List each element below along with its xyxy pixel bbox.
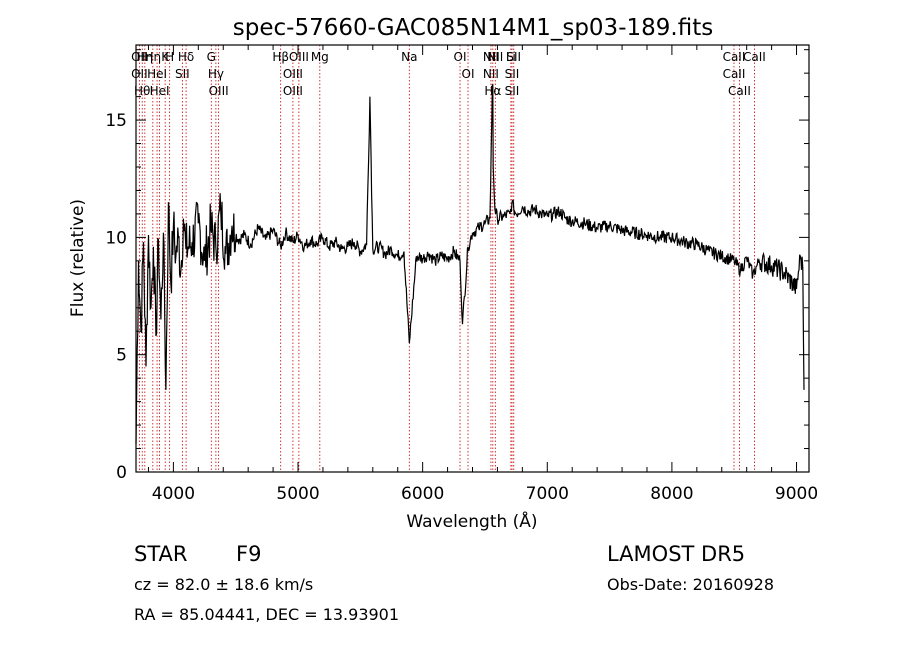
line-marker-label: K	[161, 50, 170, 64]
line-marker-label: Hη	[145, 50, 162, 64]
line-marker-label: OII	[131, 67, 148, 81]
x-tick-label: 8000	[650, 484, 693, 504]
line-marker-label: G	[207, 50, 216, 64]
line-marker-label: SII	[505, 67, 520, 81]
line-marker-label: OI	[454, 50, 467, 64]
y-tick-label: 5	[116, 346, 127, 366]
redshift-cz: cz = 82.0 ± 18.6 km/s	[134, 575, 313, 594]
x-tick-label: 9000	[775, 484, 818, 504]
line-marker-label: OI	[462, 67, 475, 81]
line-marker-label: CaII	[728, 84, 751, 98]
x-axis: 4000 5000 6000 7000 8000 9000	[147, 45, 818, 504]
x-tick-label: 7000	[526, 484, 569, 504]
line-marker-label: Hδ	[178, 50, 194, 64]
line-marker-label: NII	[487, 50, 503, 64]
line-marker-label: Mg	[311, 50, 329, 64]
line-marker-label: Hγ	[208, 67, 224, 81]
line-marker-label: HeI	[150, 84, 170, 98]
line-marker-label: Li	[506, 50, 516, 64]
object-type: STAR	[134, 542, 187, 566]
coordinates: RA = 85.04441, DEC = 13.93901	[134, 605, 399, 624]
y-tick-label: 15	[105, 111, 127, 131]
line-marker-label: Hη	[137, 50, 154, 64]
line-marker-label: SII	[506, 50, 521, 64]
line-marker-label: CaII	[723, 50, 746, 64]
line-marker-label: OIII	[209, 84, 229, 98]
plot-frame	[135, 44, 810, 473]
line-marker-label: Na	[401, 50, 417, 64]
chart-title: spec-57660-GAC085N14M1_sp03-189.fits	[233, 15, 713, 41]
line-marker-label: CaII	[723, 67, 746, 81]
line-marker-label: NII	[483, 50, 499, 64]
y-axis-label: Flux (relative)	[68, 199, 88, 317]
line-marker-label: SII	[505, 84, 520, 98]
line-marker-label: HeI	[147, 67, 167, 81]
y-tick-label: 0	[116, 463, 127, 483]
line-marker-label: SII	[175, 67, 190, 81]
line-marker-label: NII	[483, 67, 499, 81]
x-tick-label: 4000	[152, 484, 195, 504]
line-marker-label: OIII	[283, 84, 303, 98]
line-marker-label: OIII	[283, 67, 303, 81]
x-tick-label: 6000	[401, 484, 444, 504]
line-marker-label: CaII	[743, 50, 766, 64]
line-marker-label: OII	[131, 50, 148, 64]
subclass: F9	[236, 542, 261, 566]
spectrum-line	[135, 84, 805, 444]
x-tick-label: 5000	[276, 484, 319, 504]
y-axis: 0 5 10 15	[105, 49, 809, 483]
line-marker-label: H	[165, 50, 174, 64]
survey-name: LAMOST DR5	[607, 542, 745, 566]
line-marker-label: Hβ	[272, 50, 289, 64]
line-marker-label: OIII	[289, 50, 309, 64]
x-axis-label: Wavelength (Å)	[406, 510, 537, 532]
y-tick-label: 10	[105, 228, 127, 248]
obs-date: Obs-Date: 20160928	[607, 575, 774, 594]
line-marker-label: Hθ	[134, 84, 150, 98]
